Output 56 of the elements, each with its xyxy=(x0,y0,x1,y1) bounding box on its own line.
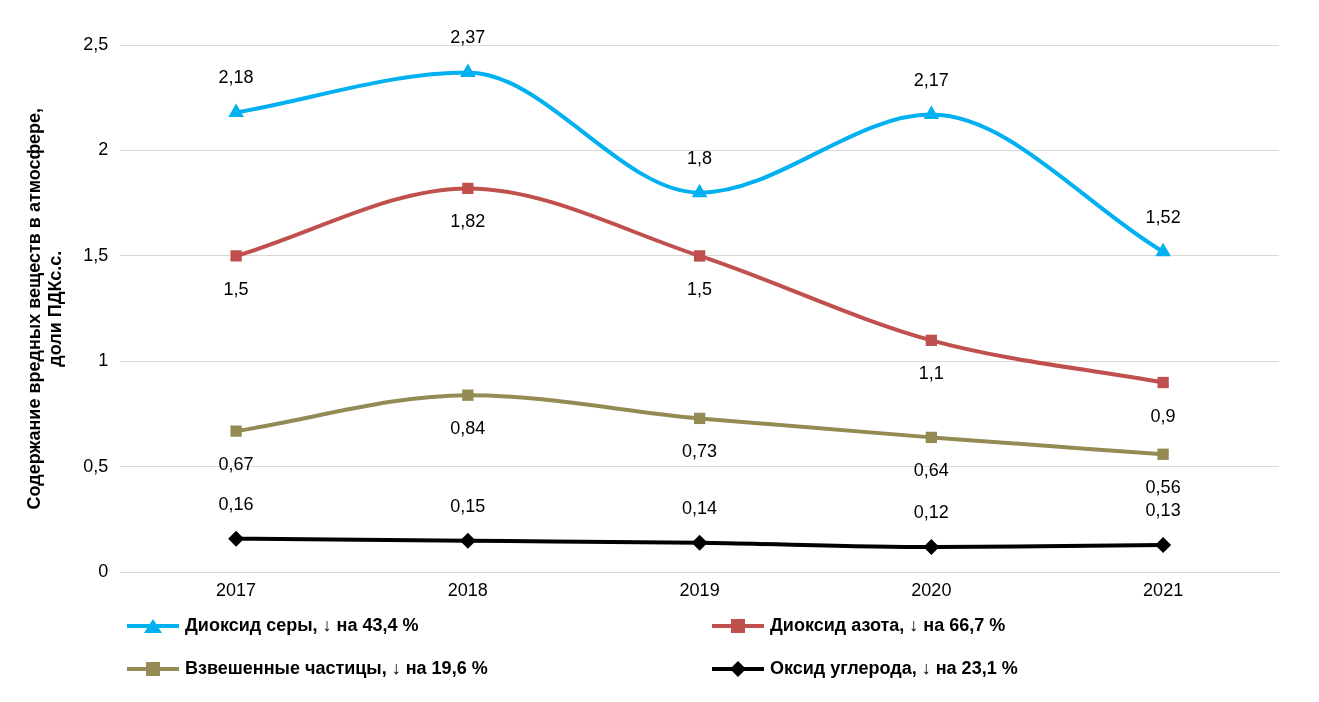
x-tick-label: 2020 xyxy=(911,580,952,601)
point xyxy=(460,63,476,77)
x-tick-label: 2021 xyxy=(1143,580,1184,601)
x-tick-label: 2019 xyxy=(679,580,720,601)
data-label: 0,56 xyxy=(1145,477,1181,498)
point xyxy=(691,183,708,198)
legend-label: Взвешенные частицы, ↓ на 19,6 % xyxy=(185,658,488,679)
data-label: 1,8 xyxy=(687,147,713,168)
data-label: 2,37 xyxy=(450,27,486,48)
y-tick-label: 2 xyxy=(98,139,109,160)
point xyxy=(1155,536,1172,553)
point xyxy=(230,250,242,262)
x-tick-label: 2018 xyxy=(447,580,488,601)
legend-label: Оксид углерода, ↓ на 23,1 % xyxy=(770,658,1018,679)
point xyxy=(925,431,938,444)
data-label: 1,5 xyxy=(223,278,249,299)
point xyxy=(228,103,244,118)
y-tick-label: 0,5 xyxy=(83,455,109,476)
point xyxy=(230,425,242,437)
point xyxy=(923,105,940,120)
data-label: 2,18 xyxy=(218,67,254,88)
data-label: 0,12 xyxy=(913,502,949,523)
data-label: 0,84 xyxy=(450,418,486,439)
point xyxy=(923,539,940,556)
point xyxy=(228,530,245,547)
data-label: 0,13 xyxy=(1145,499,1181,520)
legend-label: Диоксид азота, ↓ на 66,7 % xyxy=(770,615,1006,636)
point xyxy=(1157,376,1169,389)
data-label: 2,17 xyxy=(913,69,949,90)
y-tick-label: 0 xyxy=(98,561,109,582)
legend-label: Диоксид серы, ↓ на 43,4 % xyxy=(185,615,419,636)
data-label: 1,82 xyxy=(450,211,486,232)
point xyxy=(1155,242,1171,257)
data-label: 0,9 xyxy=(1150,405,1176,426)
data-label: 1,1 xyxy=(918,363,944,384)
y-tick-label: 2,5 xyxy=(83,33,109,54)
x-tick-label: 2017 xyxy=(216,580,257,601)
data-label: 0,64 xyxy=(913,460,949,481)
data-label: 0,15 xyxy=(450,495,486,516)
data-label: 1,5 xyxy=(687,278,713,299)
point xyxy=(693,250,706,262)
point xyxy=(1157,448,1169,460)
y-tick-label: 1 xyxy=(98,350,109,371)
data-label: 0,67 xyxy=(218,454,254,475)
data-label: 1,52 xyxy=(1145,206,1181,227)
data-label: 0,14 xyxy=(682,497,718,518)
data-label: 0,16 xyxy=(218,493,254,514)
point xyxy=(693,412,706,425)
point xyxy=(925,334,938,346)
y-tick-label: 1,5 xyxy=(83,244,109,265)
point xyxy=(462,389,474,401)
point xyxy=(462,182,474,195)
point xyxy=(459,532,476,549)
data-label: 0,73 xyxy=(682,441,718,462)
y-axis-title: Содержание вредных веществ в атмосфере, доли ПДКс.с. xyxy=(23,107,66,510)
point xyxy=(691,534,708,551)
